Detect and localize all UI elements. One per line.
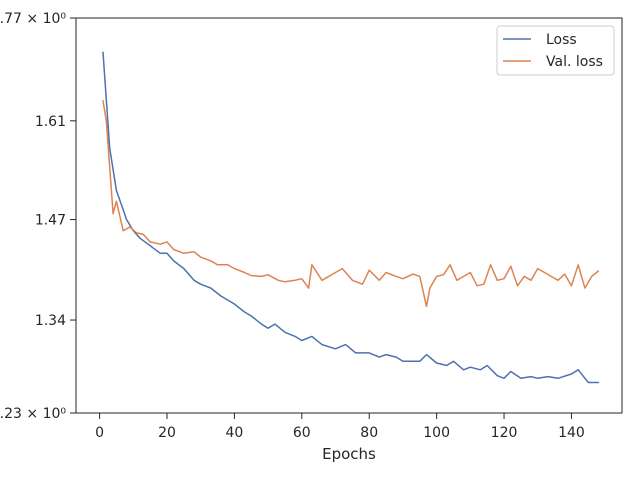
y-tick-label: 1.23 × 10⁰ — [0, 406, 66, 422]
x-tick-label: 0 — [95, 425, 104, 441]
x-tick-label: 140 — [558, 425, 585, 441]
series-line-val-loss — [102, 100, 600, 308]
y-axis-ticks: 1.23 × 10⁰ 1.34 1.47 1.61 1.77 × 10⁰ — [0, 11, 76, 422]
y-tick-label: 1.61 — [35, 114, 66, 130]
legend: Loss Val. loss — [496, 25, 615, 76]
plot-frame — [75, 17, 623, 414]
x-tick-label: 60 — [293, 425, 311, 441]
x-tick-label: 80 — [360, 425, 378, 441]
x-tick-label: 20 — [158, 425, 176, 441]
series-layer — [102, 51, 600, 384]
y-tick-label: 1.34 — [35, 313, 66, 329]
legend-label: Val. loss — [546, 54, 603, 70]
x-tick-label: 100 — [423, 425, 450, 441]
x-tick-label: 120 — [491, 425, 518, 441]
legend-label: Loss — [546, 32, 577, 48]
plot-background — [76, 18, 622, 413]
y-tick-label: 1.47 — [35, 213, 66, 229]
x-tick-label: 40 — [225, 425, 243, 441]
y-tick-label: 1.77 × 10⁰ — [0, 11, 66, 27]
x-axis-ticks: 0 20 40 60 80 100 120 140 — [95, 413, 585, 441]
x-axis-label: Epochs — [322, 445, 376, 463]
series-line-loss — [102, 51, 600, 384]
